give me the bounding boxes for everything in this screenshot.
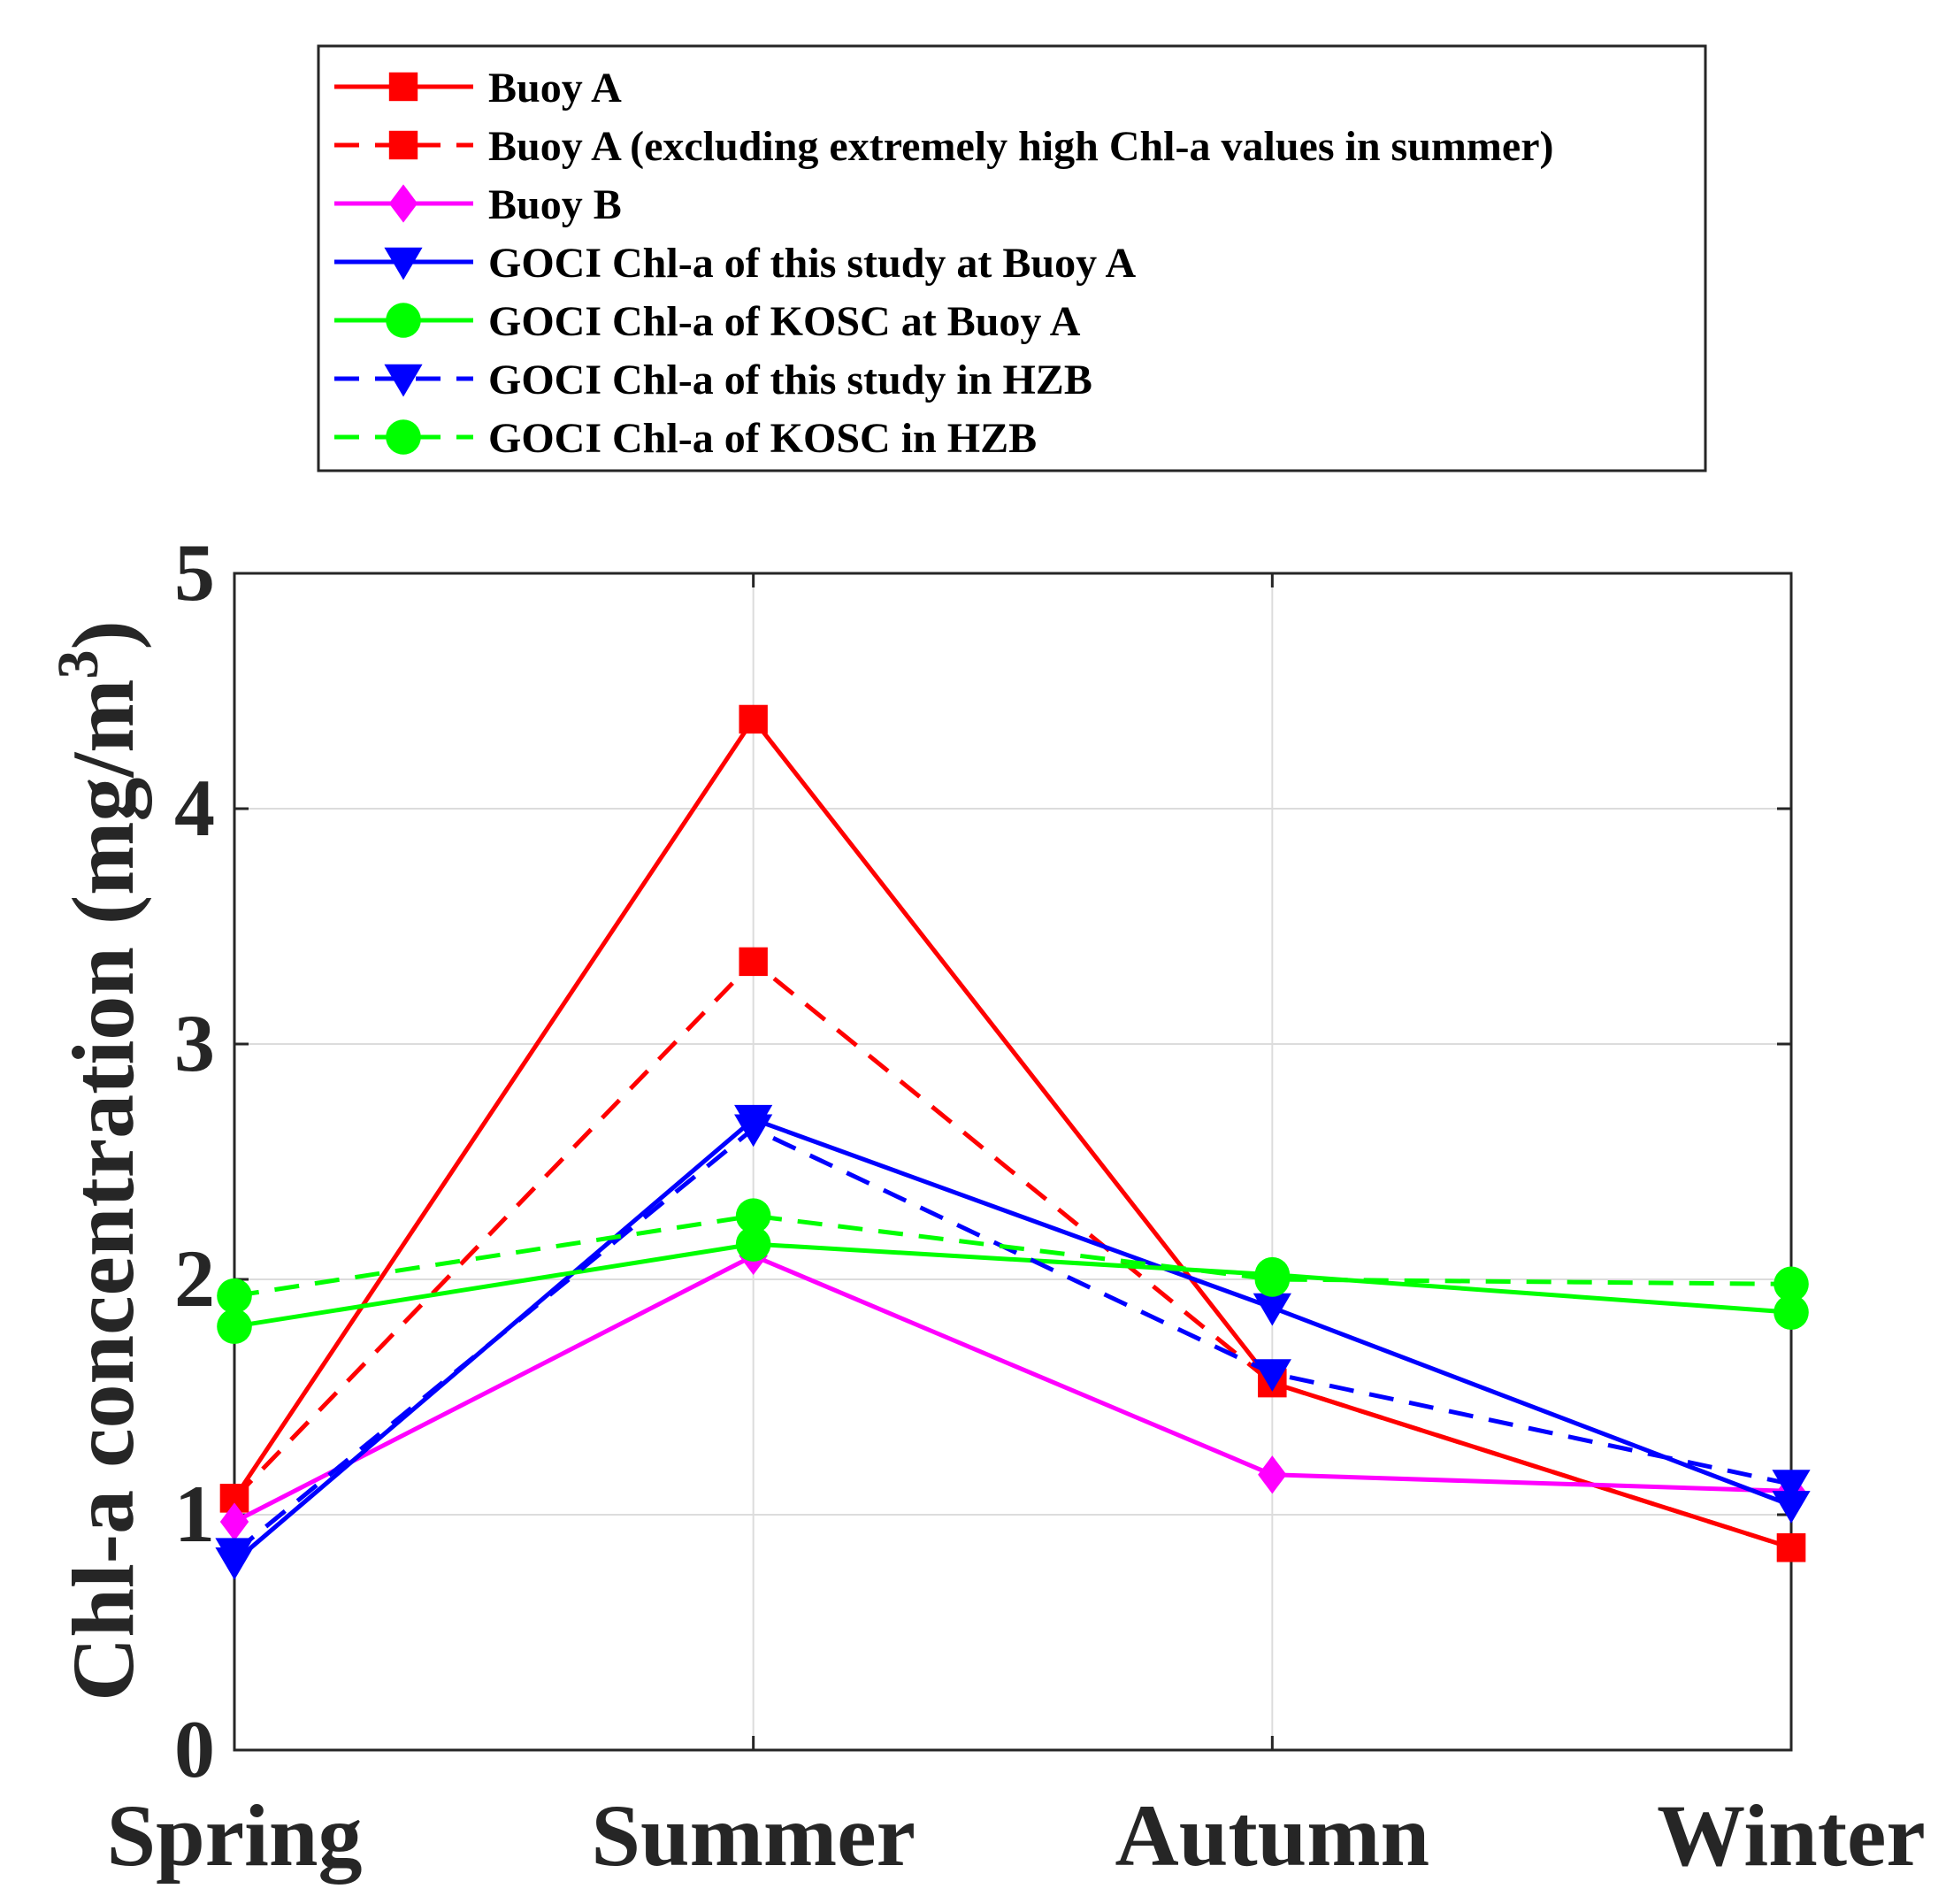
y-axis-label: Chl-a concentration (mg/m3) bbox=[46, 620, 152, 1701]
data-point-diamond bbox=[388, 184, 418, 223]
y-tick-label: 0 bbox=[174, 1704, 215, 1794]
legend-label: GOCI Chl-a of this study at Buoy A bbox=[488, 240, 1136, 287]
data-point-triangle bbox=[734, 1114, 773, 1148]
x-tick-label: Spring bbox=[106, 1786, 362, 1885]
data-point-triangle bbox=[1772, 1491, 1811, 1524]
data-point-circle bbox=[1774, 1294, 1809, 1331]
data-point-square bbox=[739, 704, 768, 734]
y-tick-label: 1 bbox=[174, 1469, 215, 1559]
data-point-triangle bbox=[1253, 1359, 1291, 1392]
legend-box bbox=[317, 44, 1707, 472]
data-point-diamond bbox=[1258, 1455, 1287, 1494]
legend-entry-4: GOCI Chl-a of this study at Buoy A bbox=[334, 240, 1136, 287]
data-point-square bbox=[1776, 1533, 1806, 1562]
data-point-circle bbox=[1254, 1262, 1291, 1297]
x-tick-label: Summer bbox=[591, 1786, 916, 1885]
y-axis-title-main: Chl-a concentration (mg/m bbox=[54, 679, 152, 1701]
data-point-circle bbox=[386, 419, 421, 455]
data-point-triangle bbox=[1772, 1470, 1811, 1502]
x-tick-label: Autumn bbox=[1115, 1786, 1429, 1885]
legend-entry-7: GOCI Chl-a of KOSC in HZB bbox=[334, 415, 1037, 462]
y-tick-label: 2 bbox=[174, 1233, 215, 1324]
legend-entry-3: Buoy B bbox=[334, 181, 622, 228]
data-point-square bbox=[388, 72, 418, 102]
data-point-circle bbox=[386, 303, 421, 338]
plot-background bbox=[234, 573, 1791, 1750]
legend-entry-1: Buoy A bbox=[334, 65, 622, 111]
data-point-triangle bbox=[384, 247, 423, 280]
data-point-circle bbox=[1774, 1266, 1809, 1302]
series-line bbox=[233, 959, 1792, 1550]
legend-entry-5: GOCI Chl-a of KOSC at Buoy A bbox=[334, 298, 1081, 345]
y-axis-title: Chl-a concentration (mg/m3) bbox=[46, 620, 152, 1701]
legend: Buoy A Buoy A (excluding extremely high C… bbox=[317, 44, 1707, 472]
series-line bbox=[234, 1241, 1792, 1329]
series-line bbox=[233, 1253, 1792, 1524]
plot-area: 0 1 2 3 4 5 Spring Summer Autumn Winter bbox=[106, 527, 1925, 1885]
legend-label: Buoy A bbox=[488, 65, 622, 111]
legend-label: Buoy B bbox=[488, 181, 622, 228]
series-7 bbox=[217, 1198, 1809, 1314]
data-point-circle bbox=[217, 1278, 252, 1314]
legend-entry-6: GOCI Chl-a of this study in HZB bbox=[334, 357, 1092, 403]
legend-entry-2: Buoy A (excluding extremely high Chl-a v… bbox=[334, 123, 1553, 170]
data-point-square bbox=[388, 130, 418, 160]
data-point-triangle bbox=[1253, 1293, 1291, 1326]
axes-frame bbox=[233, 572, 1793, 1752]
data-point-triangle bbox=[384, 364, 423, 397]
y-axis-title-suffix: ) bbox=[54, 620, 152, 649]
legend-label: GOCI Chl-a of KOSC at Buoy A bbox=[488, 298, 1081, 345]
series-line bbox=[234, 1213, 1792, 1299]
y-tick-label: 3 bbox=[174, 998, 215, 1088]
y-tick-label: 4 bbox=[174, 763, 215, 853]
series-6 bbox=[215, 1114, 1811, 1571]
legend-label: GOCI Chl-a of KOSC in HZB bbox=[488, 415, 1037, 462]
data-point-diamond bbox=[219, 1502, 249, 1541]
series-line bbox=[233, 1126, 1792, 1555]
data-point-circle bbox=[735, 1198, 771, 1233]
legend-label: Buoy A (excluding extremely high Chl-a v… bbox=[488, 123, 1553, 170]
y-axis-title-superscript: 3 bbox=[46, 649, 111, 679]
data-point-triangle bbox=[215, 1538, 254, 1571]
data-point-circle bbox=[217, 1309, 252, 1344]
y-tick-label: 5 bbox=[174, 527, 215, 618]
x-tick-label: Winter bbox=[1657, 1786, 1926, 1885]
data-point-circle bbox=[735, 1226, 771, 1262]
data-point-square bbox=[739, 947, 768, 977]
legend-label: GOCI Chl-a of this study in HZB bbox=[488, 357, 1092, 403]
